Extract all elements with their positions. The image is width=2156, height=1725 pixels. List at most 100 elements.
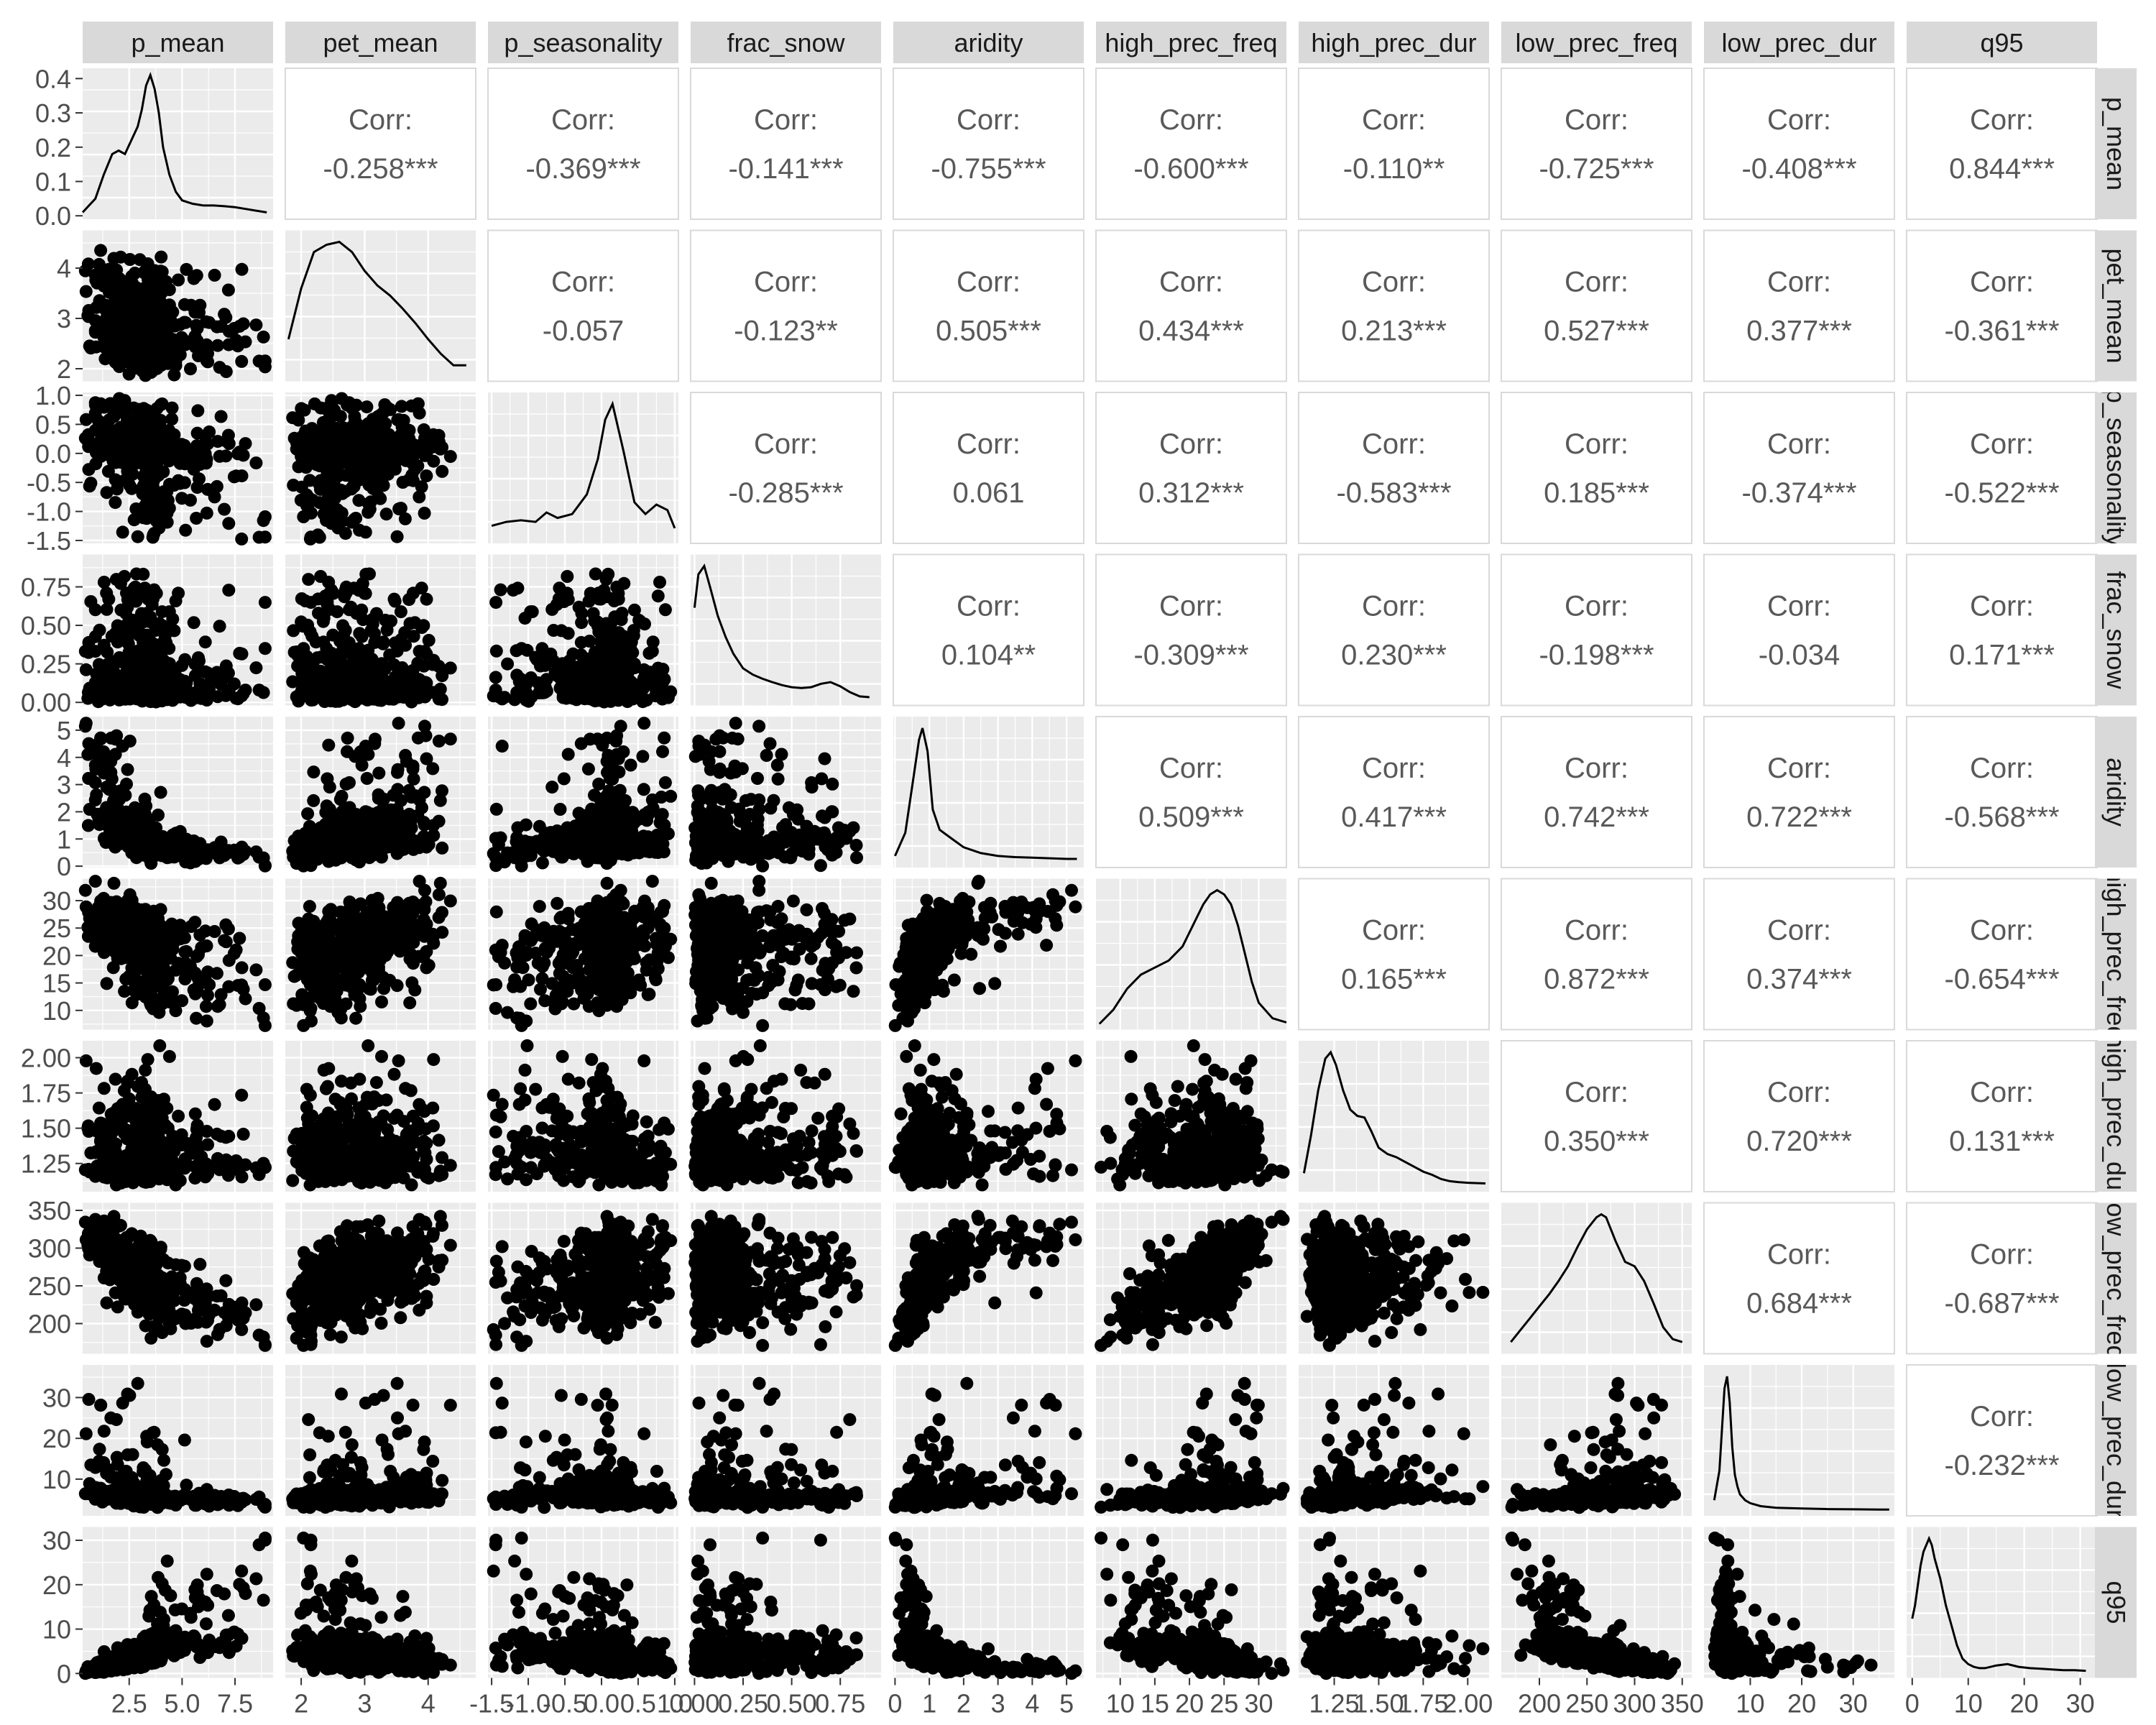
scatter-point bbox=[324, 464, 338, 478]
scatter-point bbox=[626, 645, 640, 659]
scatter-point bbox=[292, 413, 305, 427]
scatter-point bbox=[805, 781, 819, 794]
scatter-point bbox=[109, 824, 123, 838]
scatter-point bbox=[193, 305, 206, 319]
scatter-point bbox=[79, 413, 93, 426]
scatter-point bbox=[152, 809, 165, 822]
scatter-point bbox=[305, 630, 319, 643]
scatter-point bbox=[338, 624, 352, 637]
scatter-point bbox=[136, 487, 149, 500]
scatter-point bbox=[387, 454, 401, 468]
scatter-point bbox=[516, 675, 530, 688]
scatter-point bbox=[81, 929, 95, 943]
corr-panel bbox=[1703, 716, 1895, 868]
scatter-point bbox=[121, 673, 135, 687]
scatter-point bbox=[120, 326, 133, 340]
scatter-point bbox=[201, 666, 214, 680]
scatter-point bbox=[325, 517, 338, 530]
corr-label: Corr: bbox=[1362, 591, 1426, 622]
scatter-point bbox=[97, 576, 111, 589]
corr-value: 0.213*** bbox=[1341, 316, 1447, 347]
corr-label: Corr: bbox=[1565, 104, 1628, 136]
corr-panel bbox=[1703, 553, 1895, 707]
scatter-point bbox=[233, 446, 247, 459]
scatter-point bbox=[436, 464, 449, 478]
corr-value: -0.285*** bbox=[728, 477, 843, 509]
scatter-point bbox=[150, 402, 164, 415]
corr-value: -0.522*** bbox=[1944, 477, 2059, 509]
scatter-point bbox=[109, 748, 122, 761]
scatter-point bbox=[249, 318, 263, 332]
scatter-point bbox=[125, 270, 139, 283]
scatter-point bbox=[553, 803, 567, 816]
corr-panel bbox=[1298, 392, 1490, 544]
scatter-point bbox=[341, 666, 354, 679]
scatter-point bbox=[390, 644, 404, 658]
scatter-point bbox=[214, 410, 228, 423]
scatter-point bbox=[610, 580, 624, 594]
scatter-point bbox=[313, 664, 327, 678]
scatter-point bbox=[545, 602, 559, 616]
scatter-point bbox=[178, 690, 192, 704]
scatter-point bbox=[91, 750, 105, 763]
scatter-point bbox=[391, 783, 405, 796]
scatter-point bbox=[624, 630, 637, 643]
scatter-point bbox=[88, 793, 102, 806]
corr-value: 0.742*** bbox=[1544, 801, 1649, 833]
scatter-point bbox=[627, 603, 641, 617]
scatter-point bbox=[581, 762, 595, 776]
scatter-point bbox=[193, 654, 206, 668]
scatter-point bbox=[121, 355, 134, 369]
scatter-point bbox=[380, 623, 394, 637]
corr-value: -0.568*** bbox=[1944, 801, 2059, 833]
corr-label: Corr: bbox=[1362, 104, 1426, 136]
scatter-point bbox=[354, 832, 367, 845]
scatter-point bbox=[599, 636, 613, 650]
corr-value: -0.057 bbox=[543, 316, 624, 347]
density-panel bbox=[81, 68, 273, 219]
scatter-point bbox=[129, 326, 142, 340]
scatter-point bbox=[612, 765, 626, 779]
scatter-point bbox=[515, 859, 528, 873]
scatter-point bbox=[190, 321, 204, 335]
scatter-point bbox=[109, 443, 123, 456]
scatter-point bbox=[524, 605, 538, 619]
scatter-point bbox=[637, 783, 650, 796]
corr-value: -0.198*** bbox=[1539, 640, 1654, 671]
corr-value: -0.755*** bbox=[931, 153, 1046, 185]
scatter-point bbox=[100, 977, 114, 990]
scatter-point bbox=[190, 426, 204, 440]
scatter-point bbox=[349, 750, 362, 763]
scatter-point bbox=[89, 676, 103, 689]
scatter-point bbox=[645, 645, 659, 658]
scatter-point bbox=[81, 257, 95, 271]
scatter-point bbox=[297, 642, 310, 656]
scatter-p_mean-vs-pet_mean bbox=[78, 244, 272, 382]
scatter-point bbox=[737, 809, 751, 822]
scatter-point bbox=[718, 783, 732, 796]
scatter-point bbox=[397, 443, 410, 457]
scatter-point bbox=[624, 758, 637, 772]
scatter-point bbox=[219, 365, 233, 378]
scatter-point bbox=[366, 837, 379, 850]
scatter-point bbox=[658, 731, 671, 745]
scatter-point bbox=[252, 530, 266, 544]
corr-panel bbox=[285, 68, 476, 220]
scatter-point bbox=[688, 750, 702, 763]
scatter-point bbox=[411, 809, 425, 822]
scatter-point bbox=[691, 784, 705, 798]
scatter-point bbox=[165, 401, 179, 415]
scatter-point bbox=[771, 772, 785, 786]
corr-label: Corr: bbox=[349, 104, 413, 136]
scatter-point bbox=[303, 496, 316, 510]
scatter-point bbox=[487, 689, 500, 703]
corr-label: Corr: bbox=[1767, 428, 1831, 460]
scatter-point bbox=[533, 819, 546, 833]
scatter-point bbox=[360, 772, 374, 785]
scatter-point bbox=[637, 694, 650, 708]
corr-value: 0.417*** bbox=[1341, 801, 1447, 833]
corr-value: -0.361*** bbox=[1944, 316, 2059, 347]
scatter-point bbox=[398, 821, 412, 834]
corr-label: Corr: bbox=[551, 267, 615, 298]
scatter-point bbox=[304, 596, 318, 610]
